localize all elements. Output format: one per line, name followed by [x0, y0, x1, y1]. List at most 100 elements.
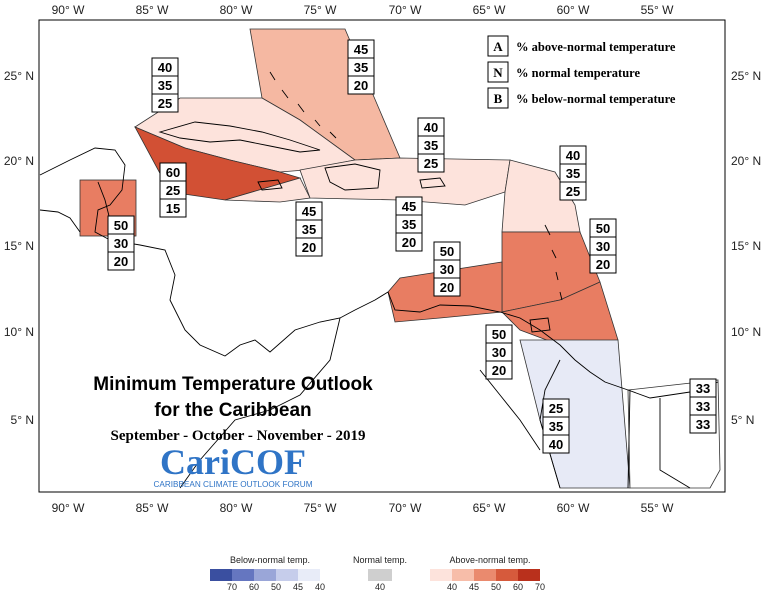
prob-value: 30	[440, 262, 454, 277]
colorbar-swatch	[368, 569, 392, 581]
prob-value: 33	[696, 381, 710, 396]
prob-value: 35	[158, 78, 172, 93]
prob-value: 30	[596, 239, 610, 254]
lat-label-right: 25° N	[731, 69, 761, 83]
coastlines	[39, 71, 719, 489]
prob-value: 50	[492, 327, 506, 342]
lat-label-right: 20° N	[731, 154, 761, 168]
lon-label-top: 90° W	[52, 3, 85, 17]
prob-value: 20	[596, 257, 610, 272]
lon-label-top: 65° W	[473, 3, 506, 17]
prob-value: 35	[354, 60, 368, 75]
colorbar-tick: 40	[375, 582, 385, 590]
prob-value: 40	[424, 120, 438, 135]
axis-labels: 90° W 90° W 85° W 85° W 80° W 80° W 75° W 75° W…	[4, 3, 761, 515]
colorbar-swatch	[452, 569, 474, 581]
prob-value: 35	[566, 166, 580, 181]
probability-labels: 45 35 20 40 35 25 60 25 15 40 35 25 45 35 20 45 35 20 40 35…	[107, 39, 717, 454]
prob-box	[295, 237, 323, 257]
lon-label-top: 85° W	[136, 3, 169, 17]
prob-value: 50	[440, 244, 454, 259]
key-b-text: % below-normal temperature	[516, 92, 676, 106]
colorbar-swatch	[210, 569, 232, 581]
colorbar-swatch	[474, 569, 496, 581]
prob-value: 60	[166, 165, 180, 180]
caricof-logo: CariCOF	[160, 442, 306, 482]
prob-box	[559, 181, 587, 201]
prob-box	[417, 153, 445, 173]
lat-label-left: 25° N	[4, 69, 34, 83]
prob-value: 25	[166, 183, 180, 198]
colorbar-swatch	[430, 569, 452, 581]
lat-label-left: 15° N	[4, 239, 34, 253]
colorbar-swatch	[232, 569, 254, 581]
title-line1: Minimum Temperature Outlook	[93, 374, 373, 395]
lon-label-bottom: 70° W	[389, 501, 422, 515]
prob-value: 25	[424, 156, 438, 171]
colorbar-swatch	[496, 569, 518, 581]
prob-value: 15	[166, 201, 180, 216]
prob-value: 25	[549, 401, 563, 416]
colorbar-swatch	[298, 569, 320, 581]
key-n-text: % normal temperature	[516, 66, 640, 80]
prob-box	[689, 414, 717, 434]
colorbar-above: 40 45 50 60 70	[430, 569, 545, 590]
lon-label-bottom: 85° W	[136, 501, 169, 515]
colorbar-above-label: Above-normal temp.	[449, 555, 530, 565]
key-b-box	[487, 87, 509, 109]
lon-label-top: 55° W	[641, 3, 674, 17]
lon-label-top: 80° W	[220, 3, 253, 17]
colorbar-tick: 50	[491, 582, 501, 590]
lat-label-right: 15° N	[731, 239, 761, 253]
lon-label-bottom: 90° W	[52, 501, 85, 515]
lat-label-left: 10° N	[4, 325, 34, 339]
colorbar-tick: 70	[227, 582, 237, 590]
prob-value: 40	[158, 60, 172, 75]
colorbar-swatch	[276, 569, 298, 581]
lat-label-right: 10° N	[731, 325, 761, 339]
colorbar-tick: 60	[513, 582, 523, 590]
lon-label-top: 75° W	[304, 3, 337, 17]
colorbar-tick: 50	[271, 582, 281, 590]
prob-value: 40	[566, 148, 580, 163]
lat-label-left: 5° N	[11, 413, 34, 427]
prob-value: 45	[402, 199, 416, 214]
colorbar-below-label: Below-normal temp.	[230, 555, 310, 565]
lon-label-bottom: 80° W	[220, 501, 253, 515]
prob-value: 35	[402, 217, 416, 232]
prob-value: 30	[492, 345, 506, 360]
season-label: September - October - November - 2019	[111, 428, 366, 444]
prob-value: 25	[158, 96, 172, 111]
prob-value: 50	[596, 221, 610, 236]
prob-value: 20	[492, 363, 506, 378]
prob-value: 35	[549, 419, 563, 434]
colorbar-tick: 40	[315, 582, 325, 590]
region-guyana[interactable]	[519, 339, 631, 489]
prob-value: 35	[424, 138, 438, 153]
prob-value: 20	[440, 280, 454, 295]
prob-box	[433, 277, 461, 297]
lat-label-right: 5° N	[731, 413, 754, 427]
prob-value: 35	[302, 222, 316, 237]
title-line2: for the Caribbean	[154, 400, 311, 421]
lon-label-bottom: 65° W	[473, 501, 506, 515]
prob-box	[107, 251, 135, 271]
colorbar: Below-normal temp. Normal temp. Above-no…	[210, 555, 545, 590]
key-legend: A % above-normal temperature N % normal …	[487, 35, 676, 109]
prob-value: 30	[114, 236, 128, 251]
prob-value: 50	[114, 218, 128, 233]
lon-label-bottom: 55° W	[641, 501, 674, 515]
lon-label-top: 70° W	[389, 3, 422, 17]
colorbar-tick: 70	[535, 582, 545, 590]
colorbar-tick: 45	[293, 582, 303, 590]
prob-value: 20	[114, 254, 128, 269]
key-a-letter: A	[493, 39, 503, 54]
prob-box	[159, 198, 187, 218]
prob-box	[151, 93, 179, 113]
prob-value: 20	[302, 240, 316, 255]
prob-box	[485, 360, 513, 380]
prob-box	[542, 434, 570, 454]
prob-value: 20	[402, 235, 416, 250]
key-n-letter: N	[493, 65, 503, 80]
